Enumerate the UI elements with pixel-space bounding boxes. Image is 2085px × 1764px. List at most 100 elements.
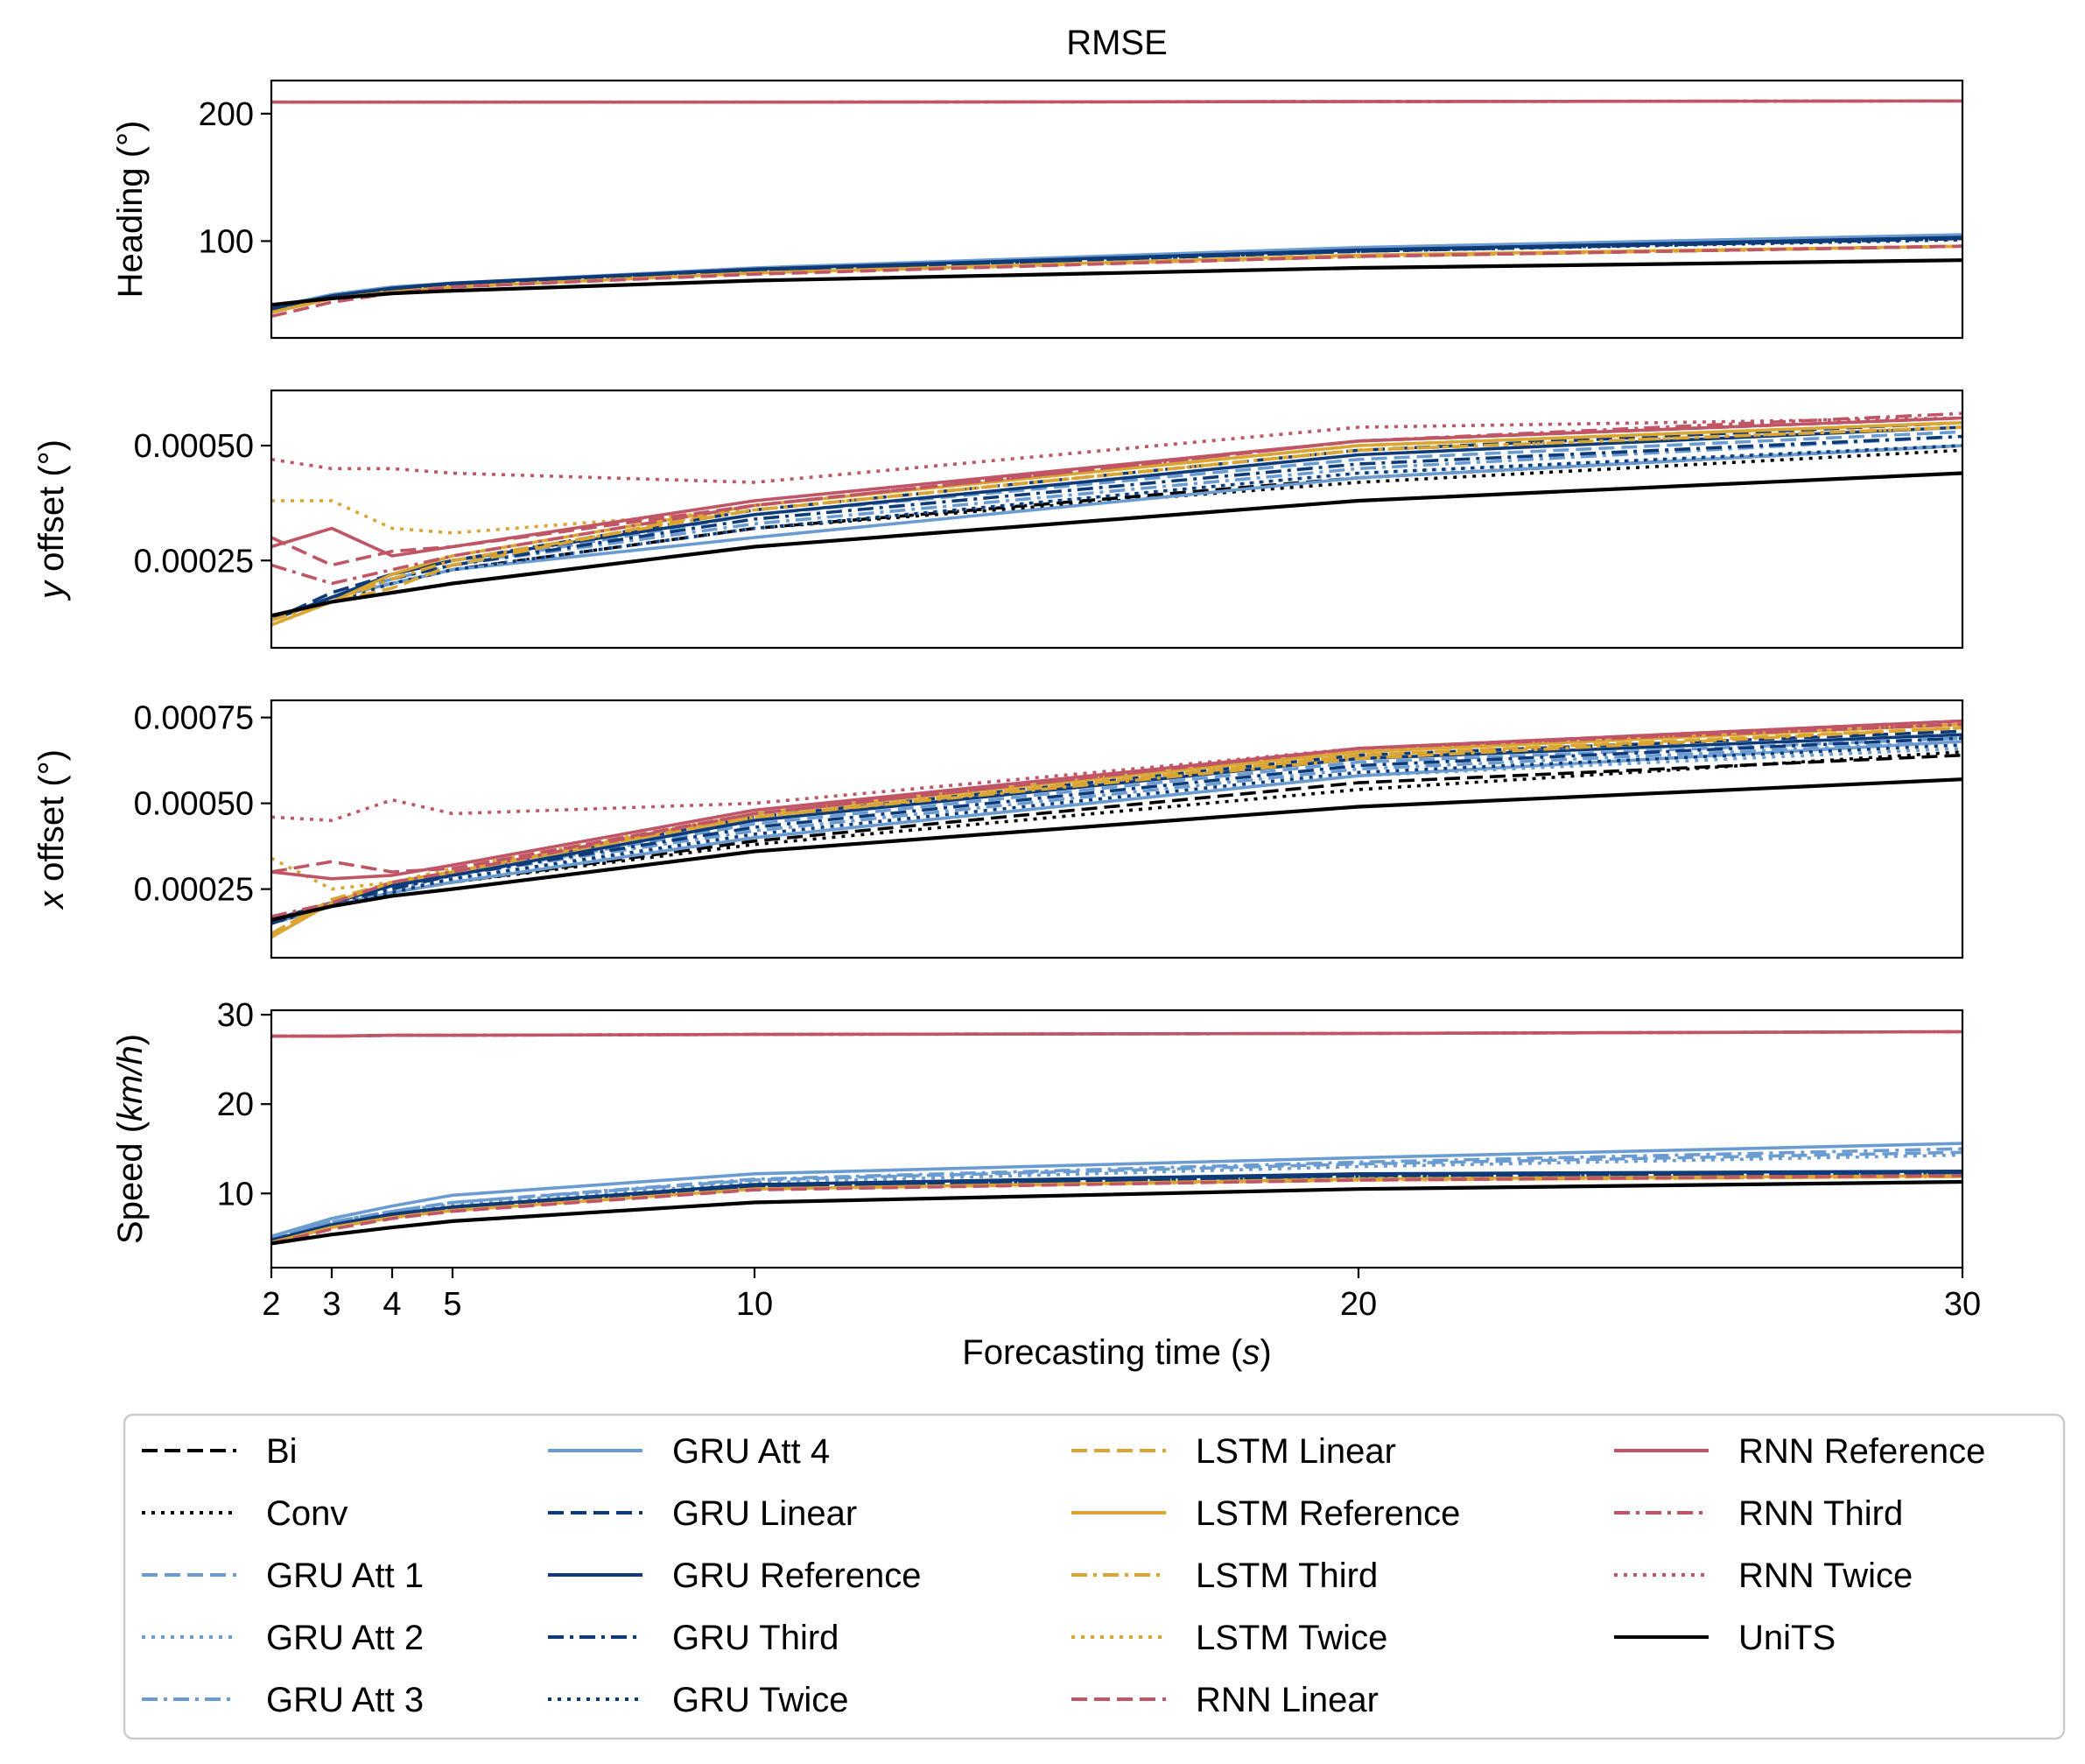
y-tick-label: 0.00025 [134,872,254,909]
panel-4: 10 20 30 Speed (km/h) [111,997,1964,1269]
y-tick-label: 10 [217,1176,254,1212]
series-line-lstm-linear [271,726,1962,936]
series-line-gru-att-4 [271,444,1962,622]
legend-label: LSTM Twice [1196,1619,1387,1657]
legend-label: GRU Third [672,1619,839,1657]
chart-title: RMSE [1066,24,1168,62]
legend: Bi Conv GRU Att 1 GRU Att 2 GRU Att 3 GRU Att… [123,1413,2066,1740]
panel-2: 0.00025 0.00050 y offset (°) [32,389,1964,650]
legend-item-rnn-linear: RNN Linear [1071,1681,1379,1719]
panel-frame [270,79,1964,340]
series-line-lstm-reference [271,421,1962,627]
legend-label: GRU Linear [672,1494,857,1533]
legend-item-gru-linear: GRU Linear [548,1494,857,1533]
y-tick-label: 30 [217,997,254,1034]
legend-item-units: UniTS [1614,1619,1836,1657]
x-tick-label: 3 [322,1286,340,1323]
legend-item-conv: Conv [142,1494,348,1533]
legend-label: RNN Third [1738,1494,1903,1533]
legend-label: RNN Twice [1738,1557,1913,1595]
legend-item-bi: Bi [142,1432,298,1471]
series-line-conv [271,448,1962,622]
series-line-lstm-third [271,726,1962,936]
series-line-gru-twice [271,238,1962,312]
y-axis-label: Heading (°) [111,121,150,299]
legend-label: GRU Twice [672,1681,849,1719]
legend-item-lstm-twice: LSTM Twice [1071,1619,1387,1657]
y-axis-label: Speed (km/h) [111,1034,150,1244]
y-tick-label: 200 [199,96,254,133]
legend-label: LSTM Third [1196,1557,1378,1595]
legend-item-gru-twice: GRU Twice [548,1681,849,1719]
series-line-gru-twice [271,444,1962,627]
series-line-gru-att-2 [271,444,1962,622]
y-axis-label: y offset (°) [32,439,71,601]
series-line-lstm-twice [271,425,1962,535]
panel-3-lines [271,719,1962,939]
legend-item-rnn-reference: RNN Reference [1614,1432,1985,1471]
series-line-rnn-linear [271,1174,1962,1246]
x-tick-label: 5 [443,1286,461,1323]
y-tick-label: 0.00075 [134,700,254,737]
legend-label: GRU Att 3 [266,1681,424,1719]
series-line-rnn-twice [271,722,1962,823]
series-line-rnn-twice [271,416,1962,484]
series-line-gru-twice [271,1172,1962,1243]
y-tick-label: 100 [199,223,254,260]
series-line-rnn-reference [271,719,1962,881]
series-line-units [271,258,1962,307]
legend-label: Bi [266,1432,298,1471]
series-line-gru-att-2 [271,1153,1962,1240]
series-line-lstm-twice [271,722,1962,891]
legend-item-gru-att-2: GRU Att 2 [142,1619,424,1657]
series-line-rnn-third [271,99,1962,104]
series-line-rnn-twice [271,99,1962,104]
series-line-rnn-third [271,1030,1962,1038]
legend-label: GRU Att 4 [672,1432,830,1471]
y-tick-label: 0.00050 [134,428,254,465]
legend-item-gru-att-1: GRU Att 1 [142,1557,424,1595]
legend-label: RNN Linear [1196,1681,1379,1719]
legend-label: LSTM Reference [1196,1494,1460,1533]
y-tick-label: 20 [217,1086,254,1123]
x-axis-label: Forecasting time (s) [962,1333,1271,1372]
legend-label: LSTM Linear [1196,1432,1396,1471]
panel-frame [270,1009,1964,1269]
legend-item-gru-reference: GRU Reference [548,1557,922,1595]
series-line-gru-reference [271,425,1962,622]
legend-item-gru-att-4: GRU Att 4 [548,1432,830,1471]
y-tick-label: 0.00050 [134,786,254,823]
legend-label: UniTS [1738,1619,1836,1657]
panel-4-lines [271,1030,1962,1246]
x-axis: 2 3 4 5 10 20 30 Forecasting time (s) [262,1268,1981,1372]
series-line-rnn-third [271,411,1962,586]
series-line-gru-att-4 [271,1142,1962,1239]
series-line-gru-reference [271,733,1962,922]
legend-label: GRU Reference [672,1557,922,1595]
series-line-units [271,1179,1962,1246]
x-tick-label: 2 [262,1286,280,1323]
legend-item-lstm-linear: LSTM Linear [1071,1432,1396,1471]
series-line-units [271,777,1962,922]
series-line-bi [271,444,1962,622]
series-line-rnn-reference [271,416,1962,558]
panel-1-lines [271,99,1962,319]
y-axis-label: x offset (°) [32,749,71,910]
x-tick-label: 4 [383,1286,401,1323]
legend-item-lstm-reference: LSTM Reference [1071,1494,1460,1533]
series-line-gru-att-4 [271,233,1962,309]
series-line-units [271,471,1962,618]
series-line-lstm-third [271,425,1962,622]
legend-item-rnn-third: RNN Third [1614,1494,1903,1533]
series-line-gru-linear [271,421,1962,622]
legend-item-gru-att-3: GRU Att 3 [142,1681,424,1719]
legend-item-gru-third: GRU Third [548,1619,839,1657]
x-tick-label: 10 [736,1286,773,1323]
panel-1: 100 200 Heading (°) [111,79,1964,340]
series-line-gru-att-1 [271,1150,1962,1240]
legend-label: RNN Reference [1738,1432,1985,1471]
x-tick-label: 30 [1944,1286,1981,1323]
series-line-rnn-linear [271,244,1962,319]
